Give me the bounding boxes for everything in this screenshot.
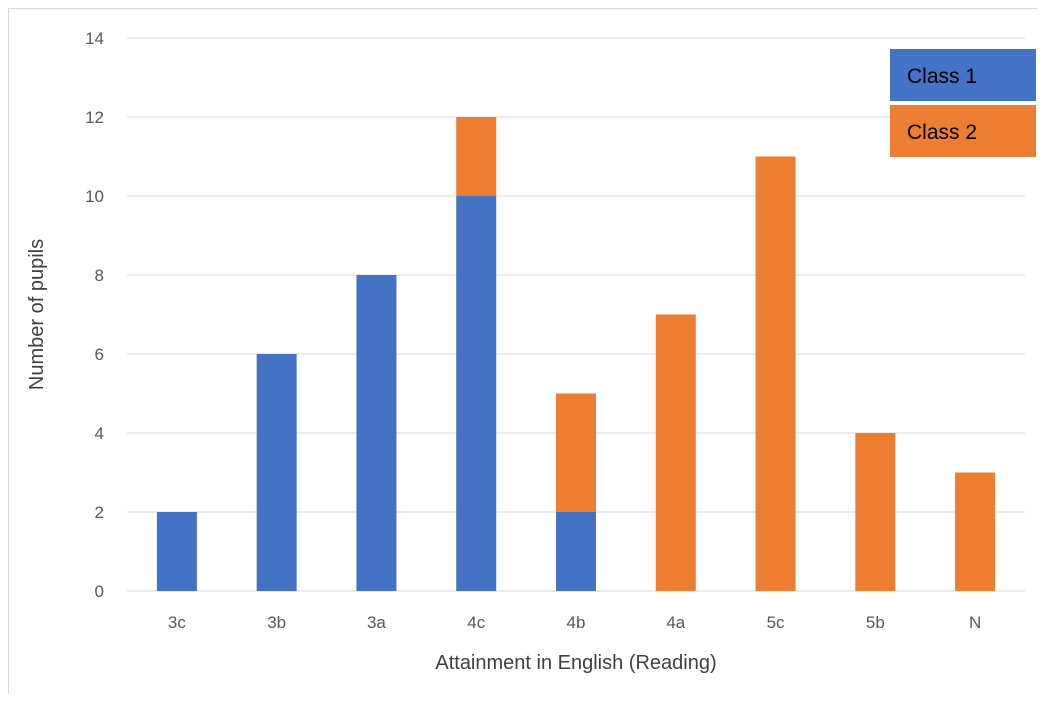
bar xyxy=(855,433,896,591)
y-tick-label: 6 xyxy=(95,345,104,364)
bars xyxy=(156,117,996,591)
bar xyxy=(556,393,596,512)
x-axis-ticks: 3c 3b 3a 4c 4b 4a 5c 5b N xyxy=(168,613,981,632)
legend-label: Class 1 xyxy=(907,65,977,88)
x-tick-label: 5c xyxy=(767,613,785,632)
bar xyxy=(655,314,696,591)
bar xyxy=(955,472,996,591)
legend-swatch xyxy=(890,49,1036,101)
bar xyxy=(256,354,297,591)
y-tick-label: 10 xyxy=(85,187,104,206)
y-tick-label: 14 xyxy=(85,29,104,48)
bar xyxy=(456,117,497,196)
chart-frame xyxy=(8,8,1038,694)
x-tick-label: 4c xyxy=(467,613,485,632)
y-axis-ticks: 0 2 4 6 8 10 12 14 xyxy=(85,29,104,601)
legend-swatch xyxy=(890,105,1036,157)
bar xyxy=(456,196,497,591)
legend: Class 1 Class 2 xyxy=(890,49,1036,157)
bar xyxy=(156,512,197,591)
y-tick-label: 0 xyxy=(95,582,104,601)
bar xyxy=(356,275,397,591)
x-axis-title: Attainment in English (Reading) xyxy=(435,652,716,674)
y-tick-label: 4 xyxy=(95,424,104,443)
x-tick-label: N xyxy=(969,613,981,632)
x-tick-label: 3a xyxy=(367,613,386,632)
y-tick-label: 2 xyxy=(95,503,104,522)
y-tick-label: 8 xyxy=(95,266,104,285)
bar xyxy=(556,512,596,591)
legend-label: Class 2 xyxy=(907,121,977,144)
x-tick-label: 5b xyxy=(866,613,885,632)
x-tick-label: 3b xyxy=(267,613,286,632)
x-tick-label: 4b xyxy=(567,613,586,632)
y-axis-title: Number of pupils xyxy=(26,239,48,390)
x-tick-label: 4a xyxy=(666,613,685,632)
y-tick-label: 12 xyxy=(85,108,104,127)
bar xyxy=(755,156,796,591)
x-tick-label: 3c xyxy=(168,613,186,632)
